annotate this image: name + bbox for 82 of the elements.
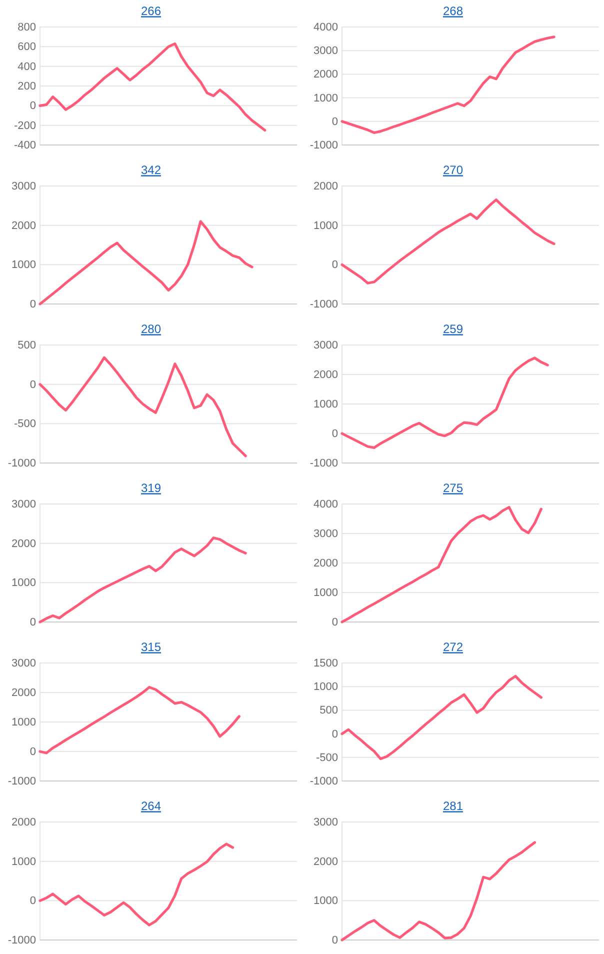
y-tick-label: 1000: [12, 259, 36, 272]
y-tick-label: 1000: [12, 716, 36, 729]
y-tick-label: 3000: [12, 658, 36, 670]
y-tick-label: 0: [30, 616, 36, 629]
y-tick-label: 2000: [314, 369, 338, 382]
y-tick-label: 500: [320, 704, 338, 717]
chart-title: 259: [442, 322, 464, 336]
y-tick-label: 0: [30, 298, 36, 311]
y-tick-label: 1000: [314, 220, 338, 232]
y-tick-label: 1000: [314, 92, 338, 104]
y-tick-label: 0: [332, 934, 338, 947]
y-tick-label: 1000: [12, 577, 36, 590]
line-series: [38, 220, 254, 306]
y-tick-label: 2000: [314, 180, 338, 193]
y-tick-label: 4000: [314, 22, 338, 34]
chart-title: 272: [442, 640, 464, 654]
line-series: [340, 198, 556, 284]
y-tick-label: 2000: [314, 558, 338, 570]
y-tick-label: 0: [30, 746, 36, 758]
line-series: [340, 36, 556, 134]
y-tick-label: 3000: [314, 816, 338, 829]
line-series: [340, 674, 542, 760]
y-tick-label: 1000: [314, 681, 338, 694]
y-tick-label: 800: [18, 22, 36, 34]
y-tick-label: 1000: [314, 587, 338, 600]
y-tick-label: 2000: [12, 220, 36, 232]
y-tick-label: -1000: [8, 934, 36, 947]
y-tick-label: 3000: [12, 498, 36, 511]
y-tick-label: 0: [332, 428, 338, 440]
y-tick-label: -1000: [310, 776, 338, 788]
y-tick-label: -1000: [310, 140, 338, 152]
y-tick-label: -1000: [8, 776, 36, 788]
line-series: [38, 842, 234, 926]
line-series: [38, 536, 247, 624]
y-tick-label: 0: [332, 259, 338, 272]
y-tick-label: -200: [14, 120, 36, 132]
y-tick-label: 0: [30, 378, 36, 391]
y-tick-label: -1000: [8, 458, 36, 470]
line-series: [340, 841, 536, 942]
y-tick-label: 3000: [314, 340, 338, 352]
y-tick-label: 2000: [314, 68, 338, 81]
y-tick-label: 0: [332, 616, 338, 629]
chart-title: 268: [442, 4, 464, 18]
line-series: [340, 506, 542, 624]
y-tick-label: 600: [18, 41, 36, 54]
y-tick-label: 1000: [12, 856, 36, 868]
chart-title: 264: [140, 799, 162, 814]
y-tick-label: 4000: [314, 498, 338, 511]
y-tick-label: -500: [14, 418, 36, 430]
chart-title: 319: [140, 481, 162, 496]
y-tick-label: -400: [14, 140, 36, 152]
chart-title: 280: [140, 322, 162, 336]
chart-title: 315: [140, 640, 162, 654]
y-tick-label: 0: [332, 728, 338, 740]
y-tick-label: 3000: [314, 45, 338, 58]
y-tick-label: 2000: [12, 687, 36, 700]
y-tick-label: 2000: [12, 816, 36, 829]
y-tick-label: 500: [18, 340, 36, 352]
line-series: [38, 356, 247, 458]
y-tick-label: 2000: [12, 538, 36, 550]
y-tick-label: 1000: [314, 895, 338, 908]
y-tick-label: 1000: [314, 398, 338, 411]
chart-title: 281: [442, 799, 464, 814]
y-tick-label: 3000: [314, 528, 338, 540]
line-series: [38, 686, 240, 754]
line-series: [340, 356, 549, 449]
chart-title: 266: [140, 4, 162, 18]
line-series: [38, 42, 266, 132]
y-tick-label: -500: [316, 752, 338, 764]
y-tick-label: -1000: [310, 458, 338, 470]
y-tick-label: -1000: [310, 298, 338, 311]
chart-title: 275: [442, 481, 464, 496]
y-tick-label: 2000: [314, 856, 338, 868]
y-tick-label: 0: [30, 100, 36, 112]
y-tick-label: 1500: [314, 658, 338, 670]
y-tick-label: 0: [30, 895, 36, 908]
y-tick-label: 400: [18, 60, 36, 73]
chart-title: 342: [140, 163, 162, 178]
y-tick-label: 3000: [12, 180, 36, 193]
y-tick-label: 0: [332, 116, 338, 128]
chart-title: 270: [442, 163, 464, 178]
y-tick-label: 200: [18, 80, 36, 93]
